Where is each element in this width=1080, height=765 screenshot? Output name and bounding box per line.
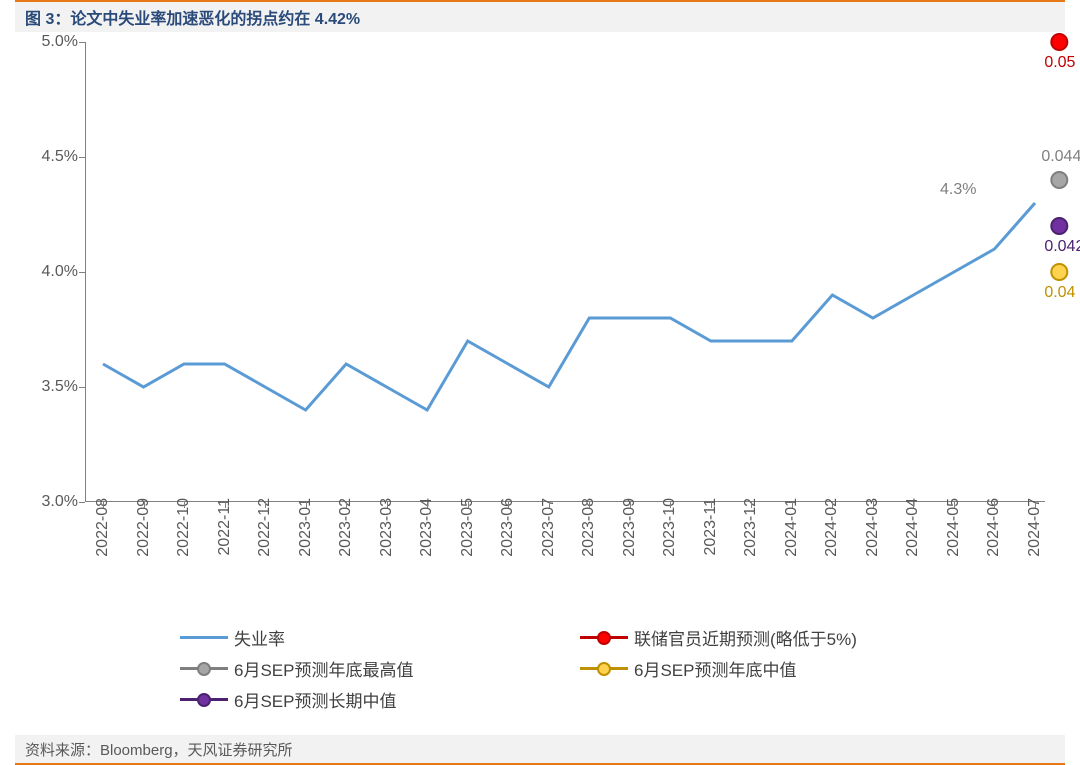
x-tick-mark	[468, 502, 469, 508]
legend-row: 6月SEP预测长期中值	[180, 687, 1000, 712]
legend-swatch	[180, 690, 228, 710]
legend-swatch	[580, 628, 628, 648]
chart-title: 图 3：论文中失业率加速恶化的拐点约在 4.42%	[25, 5, 360, 29]
y-tick-label: 3.0%	[23, 493, 78, 511]
x-tick-mark	[711, 502, 712, 508]
y-tick-mark	[79, 272, 85, 273]
x-tick-mark	[346, 502, 347, 508]
legend-line-icon	[180, 636, 228, 639]
x-tick-mark	[306, 502, 307, 508]
legend-label: 6月SEP预测长期中值	[234, 687, 396, 712]
legend-swatch	[580, 659, 628, 679]
legend-item: 6月SEP预测年底中值	[580, 656, 980, 681]
legend-row: 失业率 联储官员近期预测(略低于5%)	[180, 625, 1000, 650]
y-tick-mark	[79, 157, 85, 158]
y-tick-mark	[79, 387, 85, 388]
unemployment-line	[103, 203, 1035, 410]
legend-item: 联储官员近期预测(略低于5%)	[580, 625, 980, 650]
legend-marker-icon	[597, 662, 611, 676]
legend-row: 6月SEP预测年底最高值 6月SEP预测年底中值	[180, 656, 1000, 681]
x-tick-mark	[630, 502, 631, 508]
legend-marker-icon	[197, 662, 211, 676]
chart-container: 图 3：论文中失业率加速恶化的拐点约在 4.42% 3.0%3.5%4.0%4.…	[15, 0, 1065, 765]
x-tick-mark	[225, 502, 226, 508]
x-tick-mark	[1035, 502, 1036, 508]
legend-item: 6月SEP预测年底最高值	[180, 656, 580, 681]
x-tick-mark	[265, 502, 266, 508]
x-tick-mark	[549, 502, 550, 508]
line-chart-svg	[85, 42, 1045, 502]
x-tick-mark	[184, 502, 185, 508]
forecast-label-mid: 0.04	[1044, 284, 1075, 302]
y-tick-label: 4.5%	[23, 148, 78, 166]
y-tick-mark	[79, 42, 85, 43]
forecast-marker-long	[1051, 218, 1067, 234]
x-tick-mark	[427, 502, 428, 508]
y-tick-label: 5.0%	[23, 33, 78, 51]
legend-label: 联储官员近期预测(略低于5%)	[634, 625, 857, 650]
legend-swatch	[180, 628, 228, 648]
x-tick-mark	[873, 502, 874, 508]
forecast-label-long: 0.042	[1044, 238, 1080, 256]
x-tick-mark	[670, 502, 671, 508]
legend-marker-icon	[597, 631, 611, 645]
line-end-annotation: 4.3%	[940, 181, 976, 199]
x-tick-mark	[994, 502, 995, 508]
chart-footer: 资料来源：Bloomberg，天风证券研究所	[15, 735, 1065, 765]
x-tick-mark	[751, 502, 752, 508]
y-tick-label: 4.0%	[23, 263, 78, 281]
plot-area: 3.0%3.5%4.0%4.5%5.0%2022-082022-092022-1…	[85, 42, 1045, 502]
legend-marker-icon	[197, 693, 211, 707]
forecast-marker-fed	[1051, 34, 1067, 50]
forecast-label-high: 0.044	[1041, 148, 1080, 166]
chart-title-bar: 图 3：论文中失业率加速恶化的拐点约在 4.42%	[15, 0, 1065, 32]
x-tick-mark	[913, 502, 914, 508]
legend-item: 失业率	[180, 625, 580, 650]
legend-label: 失业率	[234, 625, 285, 650]
y-tick-label: 3.5%	[23, 378, 78, 396]
x-tick-mark	[144, 502, 145, 508]
x-tick-mark	[792, 502, 793, 508]
footer-text: 资料来源：Bloomberg，天风证券研究所	[25, 739, 293, 760]
forecast-marker-mid	[1051, 264, 1067, 280]
forecast-label-fed: 0.05	[1044, 54, 1075, 72]
x-tick-mark	[832, 502, 833, 508]
forecast-marker-high	[1051, 172, 1067, 188]
legend: 失业率 联储官员近期预测(略低于5%) 6月SEP预测年底最高值 6月SEP预测年底中…	[180, 625, 1000, 718]
x-tick-mark	[589, 502, 590, 508]
legend-swatch	[180, 659, 228, 679]
legend-label: 6月SEP预测年底中值	[634, 656, 796, 681]
x-tick-mark	[508, 502, 509, 508]
x-tick-mark	[103, 502, 104, 508]
x-tick-mark	[954, 502, 955, 508]
y-tick-mark	[79, 502, 85, 503]
legend-item: 6月SEP预测长期中值	[180, 687, 580, 712]
legend-label: 6月SEP预测年底最高值	[234, 656, 413, 681]
x-tick-mark	[387, 502, 388, 508]
